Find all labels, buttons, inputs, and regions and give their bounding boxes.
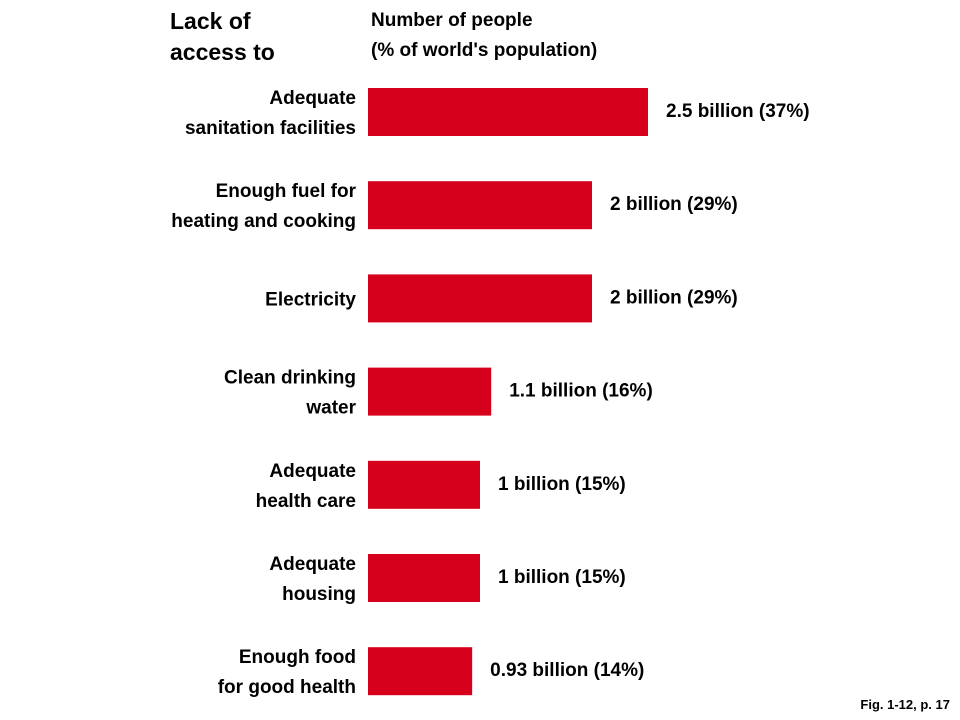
category-label-3-line-0: Clean drinking — [224, 368, 356, 389]
value-label-4: 1 billion (15%) — [498, 474, 626, 495]
lack-of-access-heading: Lack of access to — [170, 6, 275, 68]
category-label-0-line-0: Adequate — [269, 88, 356, 109]
bar-2 — [368, 274, 592, 323]
left-heading-line2: access to — [170, 39, 275, 65]
category-label-5-line-0: Adequate — [269, 554, 356, 575]
bar-5 — [368, 554, 480, 602]
value-label-5: 1 billion (15%) — [498, 567, 626, 588]
category-label-3: Clean drinking water — [224, 368, 357, 419]
category-label-4-line-1: health care — [256, 491, 356, 512]
number-of-people-heading: Number of people (% of world's populatio… — [371, 6, 597, 66]
category-label-1: Enough fuel for heating and cooking — [171, 181, 356, 232]
category-label-3-line-1: water — [305, 398, 356, 419]
bar-1 — [368, 181, 592, 230]
value-label-6: 0.93 billion (14%) — [490, 660, 644, 681]
category-label-2-line-0: Electricity — [265, 289, 356, 310]
right-heading-line2: (% of world's population) — [371, 40, 598, 61]
value-label-2: 2 billion (29%) — [610, 287, 738, 308]
category-label-4-line-0: Adequate — [269, 461, 356, 482]
right-heading-line1: Number of people — [371, 10, 533, 31]
category-label-4: Adequate health care — [256, 461, 356, 512]
category-label-5-line-1: housing — [282, 584, 356, 605]
category-label-6-line-1: for good health — [218, 677, 356, 698]
category-label-1-line-1: heating and cooking — [171, 211, 356, 232]
bar-6 — [368, 647, 473, 696]
category-label-1-line-0: Enough fuel for — [216, 181, 357, 202]
bar-0 — [368, 88, 648, 136]
value-label-3: 1.1 billion (16%) — [509, 381, 653, 402]
category-label-0-line-1: sanitation facilities — [185, 118, 356, 139]
bar-4 — [368, 460, 480, 509]
category-label-6: Enough food for good health — [218, 647, 356, 698]
bar-3 — [368, 367, 492, 416]
figure-footnote: Fig. 1-12, p. 17 — [860, 697, 950, 712]
category-label-6-line-0: Enough food — [239, 647, 356, 668]
category-label-5: Adequate housing — [269, 554, 356, 605]
value-label-0: 2.5 billion (37%) — [666, 101, 810, 122]
left-heading-line1: Lack of — [170, 8, 251, 34]
value-label-1: 2 billion (29%) — [610, 194, 738, 215]
category-label-0: Adequate sanitation facilities — [185, 88, 356, 139]
category-label-2: Electricity — [265, 289, 356, 310]
